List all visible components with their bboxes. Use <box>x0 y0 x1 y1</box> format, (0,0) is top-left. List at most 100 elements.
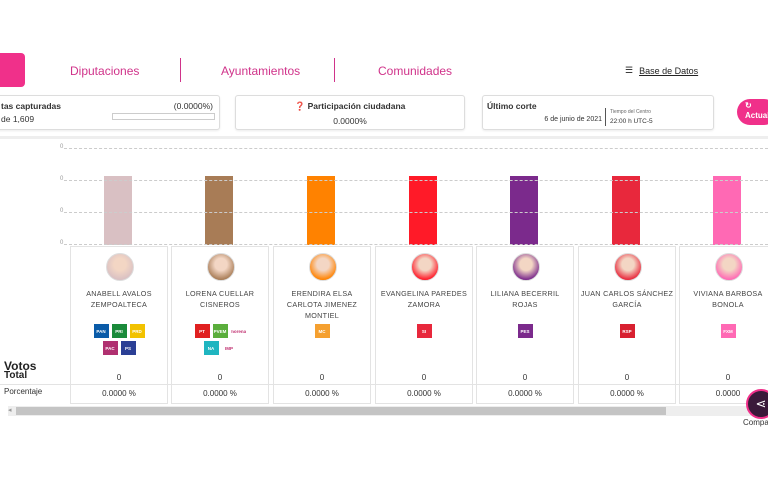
tab-diputaciones[interactable]: Diputaciones <box>70 64 140 78</box>
tab-comunidades[interactable]: Comunidades <box>378 64 453 78</box>
share-label: Compa <box>743 418 768 427</box>
candidate-card: ANABELL AVALOS ZEMPOALTECA PAN PRI PRD PAC P… <box>70 246 168 404</box>
gridline <box>64 180 768 181</box>
candidate-avatar <box>411 253 439 281</box>
candidate-name: LORENA CUELLAR CISNEROS <box>185 289 255 309</box>
participation-label: Participación ciudadana <box>307 101 406 111</box>
timezone-label: Tiempo del Centro <box>610 109 651 115</box>
actas-progress-bar <box>112 113 215 120</box>
refresh-button[interactable]: ↻Actuali <box>737 99 768 125</box>
party-logo: PRD <box>129 324 145 338</box>
party-logo: PES <box>517 324 533 338</box>
candidate-card: JUAN CARLOS SÁNCHEZ GARCÍA RSP 0 0.0000 … <box>578 246 676 404</box>
candidate-card: EVANGELINA PAREDES ZAMORA SI 0 0.0000 % <box>375 246 473 404</box>
database-link[interactable]: ☰ Base de Datos <box>625 65 698 76</box>
percent-label: Porcentaje <box>4 387 43 396</box>
candidate-avatar <box>309 253 337 281</box>
active-tab-indicator[interactable] <box>0 53 25 87</box>
candidate-name: EVANGELINA PAREDES ZAMORA <box>380 289 468 309</box>
candidate-name: ANABELL AVALOS ZEMPOALTECA <box>86 289 152 309</box>
scroll-left-icon[interactable]: ◂ <box>8 407 12 414</box>
candidate-percent: 0.0000 % <box>508 389 542 398</box>
party-logo: NA <box>203 341 219 355</box>
party-logo: RSP <box>619 324 635 338</box>
total-label: Total <box>4 370 28 381</box>
database-label: Base de Datos <box>639 65 699 76</box>
refresh-icon: ↻ <box>745 101 752 110</box>
actas-total: de 1,609 <box>1 114 35 124</box>
gridline <box>64 244 768 245</box>
bar-1 <box>205 176 233 245</box>
party-logo: PAN <box>93 324 109 338</box>
candidate-votes: 0 <box>725 373 731 382</box>
candidate-percent: 0.0000 % <box>203 389 237 398</box>
candidate-votes: 0 <box>217 373 223 382</box>
row-divider <box>0 384 768 385</box>
candidate-card: ERENDIRA ELSA CARLOTA JIMENEZ MONTIEL MC… <box>273 246 371 404</box>
axis-label: 0 <box>60 240 64 246</box>
database-icon: ☰ <box>625 65 634 75</box>
bar-3 <box>409 176 437 245</box>
actas-label: tas capturadas <box>1 101 61 111</box>
candidate-votes: 0 <box>116 373 122 382</box>
party-logo: PT <box>194 324 210 338</box>
actas-percent: (0.0000%) <box>173 101 213 111</box>
candidate-percent: 0.0000 % <box>102 389 136 398</box>
candidate-avatar <box>512 253 540 281</box>
participation-value: 0.0000% <box>333 116 367 126</box>
candidate-votes: 0 <box>421 373 427 382</box>
last-cut-date: 6 de junio de 2021 <box>544 116 602 123</box>
gridline <box>64 212 768 213</box>
last-cut-label: Último corte <box>487 101 537 111</box>
candidate-name: ERENDIRA ELSA CARLOTA JIMENEZ MONTIEL <box>286 289 358 320</box>
candidate-avatar <box>106 253 134 281</box>
axis-label: 0 <box>60 176 64 182</box>
candidate-percent: 0.0000 % <box>610 389 644 398</box>
party-logo: MC <box>314 324 330 338</box>
last-cut-box: Último corte 6 de junio de 2021 Tiempo d… <box>482 95 714 130</box>
participation-box: ❓ Participación ciudadana 0.0000% <box>235 95 465 130</box>
bar-0 <box>104 176 132 245</box>
bar-6 <box>713 176 741 245</box>
candidate-card: LORENA CUELLAR CISNEROS PT PVEM morena NA IM… <box>171 246 269 404</box>
divider <box>334 58 335 82</box>
candidate-votes: 0 <box>319 373 325 382</box>
share-icon: ⋖ <box>755 396 767 411</box>
divider <box>180 58 181 82</box>
candidate-name: VIVIANA BARBOSA BONOLA <box>693 289 763 309</box>
party-logo: PRI <box>111 324 127 338</box>
candidate-votes: 0 <box>522 373 528 382</box>
axis-label: 0 <box>60 144 64 150</box>
party-logo: PS <box>120 341 136 355</box>
candidate-avatar <box>614 253 642 281</box>
section-divider <box>0 136 768 139</box>
candidate-votes: 0 <box>624 373 630 382</box>
candidate-name: LILIANA BECERRIL ROJAS <box>490 289 560 309</box>
party-logo: SI <box>416 324 432 338</box>
bar-4 <box>510 176 538 245</box>
candidate-percent: 0.0000 <box>715 389 741 398</box>
party-logo: PAC <box>102 341 118 355</box>
bar-2 <box>307 176 335 245</box>
share-button[interactable]: ⋖ <box>746 389 768 419</box>
party-logo: FXM <box>720 324 736 338</box>
candidate-card: VIVIANA BARBOSA BONOLA FXM 0 0.0000 <box>679 246 768 404</box>
candidate-avatar <box>207 253 235 281</box>
scrollbar-thumb[interactable] <box>16 407 666 415</box>
candidate-percent: 0.0000 % <box>305 389 339 398</box>
candidate-percent: 0.0000 % <box>407 389 441 398</box>
bar-5 <box>612 176 640 245</box>
axis-label: 0 <box>60 208 64 214</box>
party-logo: PVEM <box>212 324 228 338</box>
candidate-name: JUAN CARLOS SÁNCHEZ GARCÍA <box>580 289 674 309</box>
help-icon[interactable]: ❓ <box>294 101 306 111</box>
refresh-label: Actuali <box>745 111 768 120</box>
votes-heading: Votos <box>4 359 37 373</box>
actas-box: tas capturadas (0.0000%) de 1,609 <box>0 95 220 130</box>
party-logo: morena <box>230 324 246 338</box>
party-logo: IMP <box>221 341 237 355</box>
tab-ayuntamientos[interactable]: Ayuntamientos <box>221 64 301 78</box>
gridline <box>64 148 768 149</box>
candidate-avatar <box>715 253 743 281</box>
last-cut-time: 22:00 h UTC-5 <box>610 118 653 125</box>
